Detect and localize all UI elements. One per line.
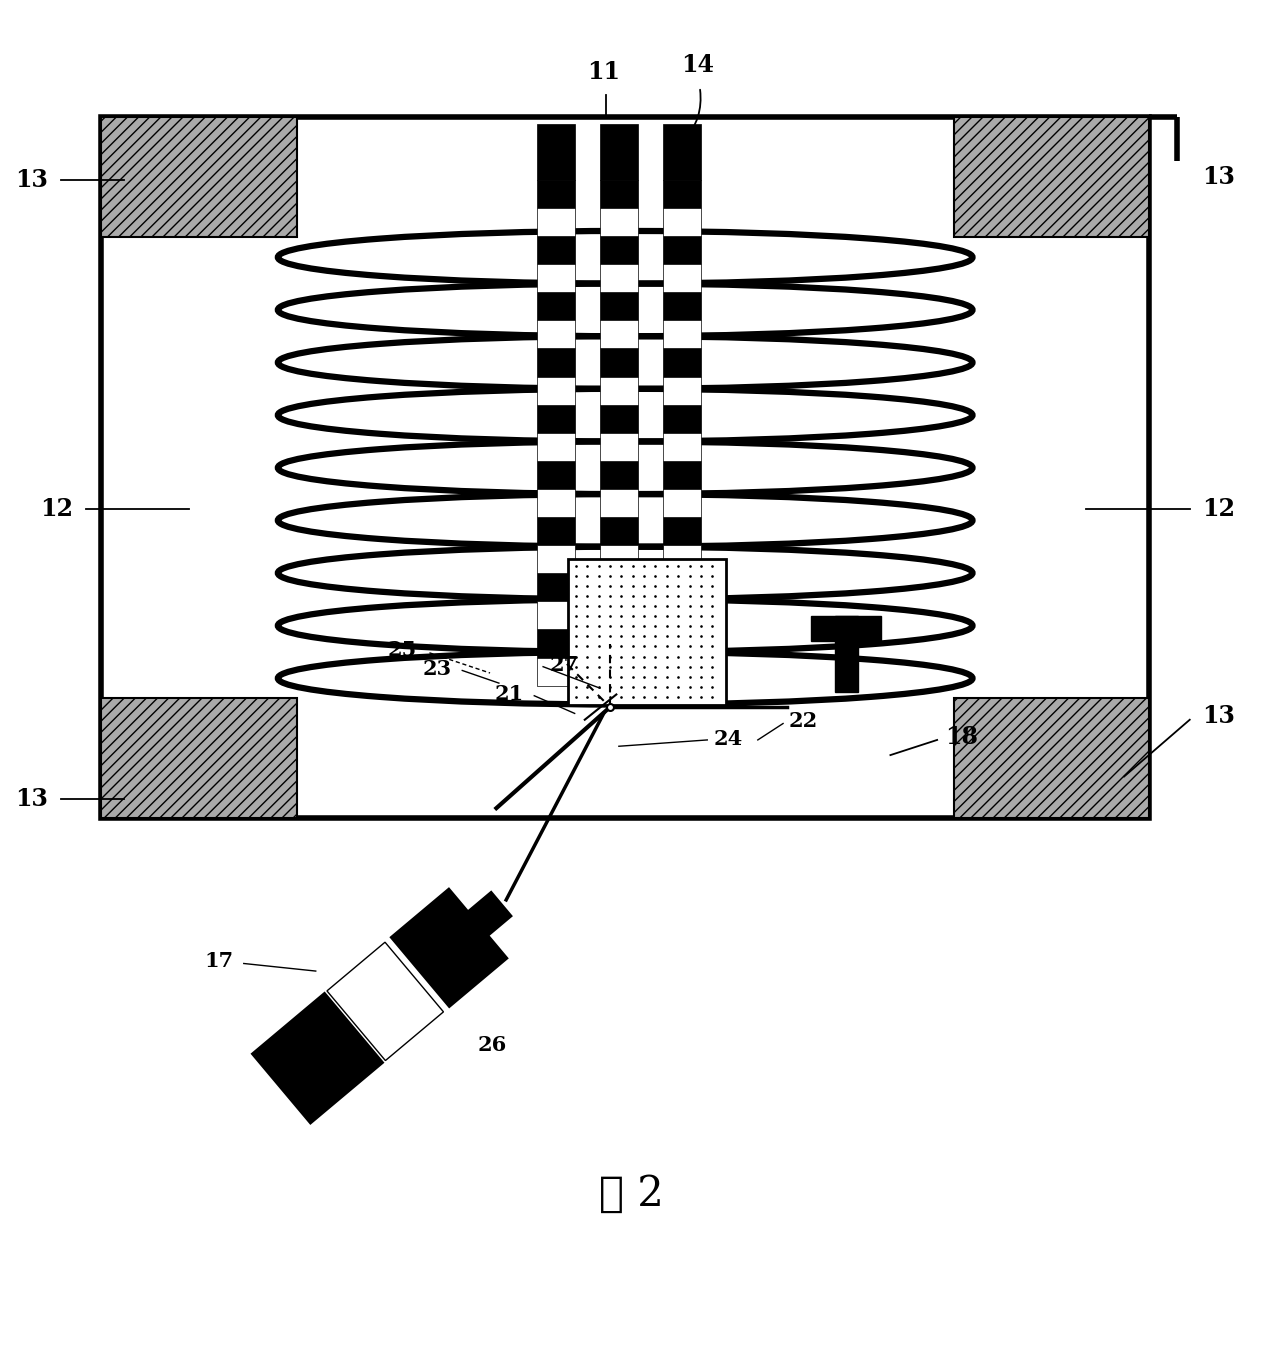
Bar bbox=[663, 264, 701, 292]
Bar bbox=[600, 292, 638, 320]
Bar bbox=[600, 573, 638, 602]
Text: 13: 13 bbox=[15, 168, 48, 192]
Bar bbox=[663, 236, 701, 264]
Bar bbox=[600, 517, 638, 545]
Bar bbox=[663, 489, 701, 517]
Bar bbox=[663, 602, 701, 630]
Bar bbox=[600, 545, 638, 573]
Bar bbox=[600, 630, 638, 658]
Bar bbox=[537, 432, 575, 460]
Bar bbox=[537, 630, 575, 658]
Bar bbox=[663, 432, 701, 460]
Bar bbox=[600, 489, 638, 517]
Text: 12: 12 bbox=[40, 497, 73, 521]
Bar bbox=[663, 517, 701, 545]
Bar bbox=[600, 405, 638, 432]
Bar bbox=[663, 630, 701, 658]
Text: 18: 18 bbox=[945, 725, 978, 750]
Bar bbox=[600, 377, 638, 405]
Text: 12: 12 bbox=[1202, 497, 1235, 521]
Bar bbox=[537, 377, 575, 405]
Bar bbox=[537, 545, 575, 573]
Bar bbox=[835, 616, 858, 692]
Bar bbox=[537, 207, 575, 236]
Bar bbox=[663, 124, 701, 180]
Bar bbox=[600, 349, 638, 377]
Bar bbox=[537, 264, 575, 292]
Bar bbox=[663, 460, 701, 489]
Bar bbox=[101, 117, 297, 237]
Bar bbox=[954, 117, 1149, 237]
Bar bbox=[537, 489, 575, 517]
Text: 11: 11 bbox=[587, 61, 620, 85]
Bar bbox=[663, 349, 701, 377]
Text: 13: 13 bbox=[1202, 704, 1235, 728]
Bar bbox=[663, 320, 701, 349]
Text: 13: 13 bbox=[1202, 164, 1235, 188]
Text: 17: 17 bbox=[205, 952, 234, 970]
Text: 13: 13 bbox=[15, 787, 48, 812]
Text: 24: 24 bbox=[714, 728, 743, 748]
Bar bbox=[537, 236, 575, 264]
Polygon shape bbox=[327, 942, 443, 1061]
Polygon shape bbox=[462, 892, 512, 941]
Bar bbox=[663, 658, 701, 685]
Text: 14: 14 bbox=[681, 52, 714, 77]
Bar bbox=[663, 292, 701, 320]
Bar bbox=[600, 602, 638, 630]
Bar bbox=[537, 180, 575, 207]
Bar bbox=[537, 602, 575, 630]
Bar bbox=[537, 573, 575, 602]
Text: 图 2: 图 2 bbox=[599, 1172, 664, 1214]
Bar bbox=[663, 207, 701, 236]
Text: 26: 26 bbox=[477, 1035, 508, 1055]
Bar bbox=[600, 432, 638, 460]
Bar bbox=[954, 699, 1149, 818]
Bar bbox=[537, 658, 575, 685]
Bar bbox=[101, 699, 297, 818]
Bar bbox=[537, 292, 575, 320]
Bar bbox=[537, 405, 575, 432]
Text: 27: 27 bbox=[549, 656, 578, 676]
Bar bbox=[537, 517, 575, 545]
Bar bbox=[663, 573, 701, 602]
Bar bbox=[600, 264, 638, 292]
Bar bbox=[568, 560, 726, 704]
Bar bbox=[537, 320, 575, 349]
Bar bbox=[537, 460, 575, 489]
Text: 23: 23 bbox=[423, 660, 452, 680]
Bar bbox=[537, 349, 575, 377]
Bar bbox=[663, 180, 701, 207]
Polygon shape bbox=[253, 993, 383, 1124]
Bar bbox=[600, 124, 638, 180]
Bar bbox=[600, 236, 638, 264]
Bar bbox=[101, 117, 1149, 818]
Bar bbox=[600, 180, 638, 207]
Bar bbox=[537, 124, 575, 180]
Text: 22: 22 bbox=[788, 711, 817, 731]
Bar bbox=[663, 405, 701, 432]
Bar bbox=[663, 377, 701, 405]
Bar bbox=[600, 658, 638, 685]
Bar bbox=[663, 545, 701, 573]
Text: 25: 25 bbox=[388, 641, 417, 661]
Bar bbox=[600, 320, 638, 349]
Polygon shape bbox=[390, 888, 508, 1007]
Text: 21: 21 bbox=[495, 685, 524, 704]
Bar bbox=[600, 460, 638, 489]
Bar bbox=[812, 616, 882, 642]
Bar bbox=[600, 207, 638, 236]
